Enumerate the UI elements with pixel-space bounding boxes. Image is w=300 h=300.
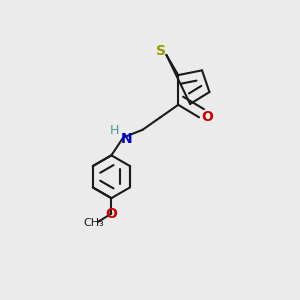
Text: CH₃: CH₃	[83, 218, 104, 228]
Text: H: H	[110, 124, 119, 136]
Text: O: O	[105, 207, 117, 220]
Text: S: S	[156, 44, 166, 58]
Text: N: N	[120, 132, 132, 146]
Text: O: O	[201, 110, 213, 124]
